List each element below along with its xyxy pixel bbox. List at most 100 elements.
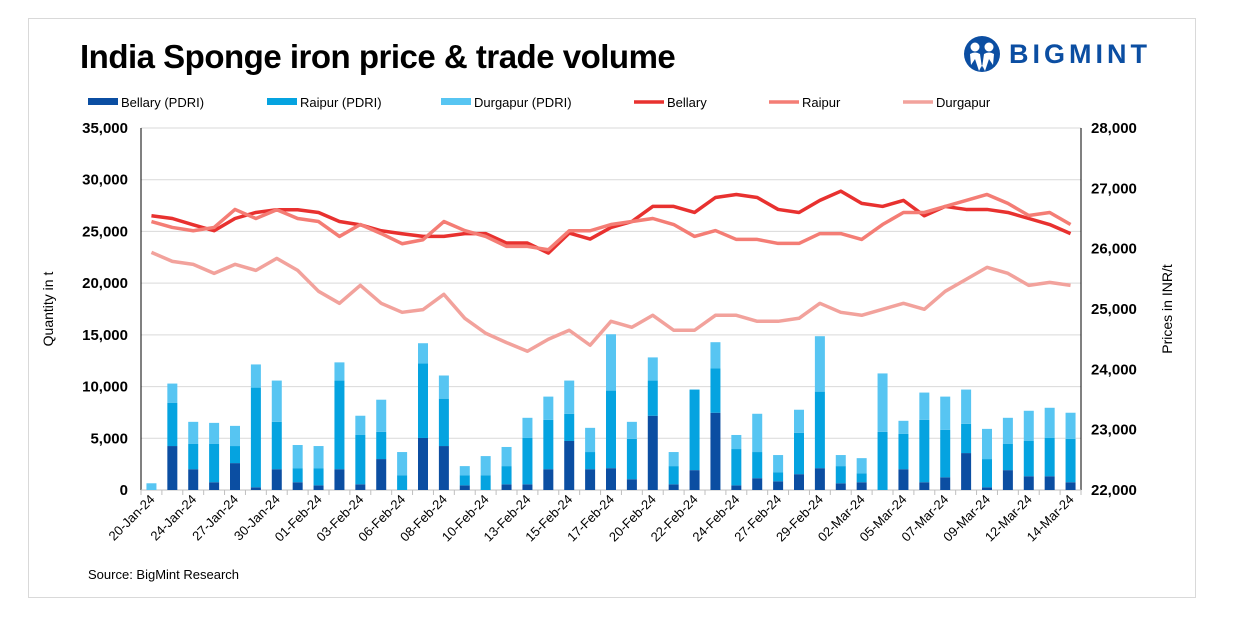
bar-raipur-pdri xyxy=(626,438,637,480)
legend-swatch xyxy=(88,98,118,105)
bar-durgapur-pdri xyxy=(794,409,804,433)
bar-bellary-pdri xyxy=(982,487,992,490)
y-right-axis-title: Prices in INR/t xyxy=(1159,264,1175,354)
bar-bellary-pdri xyxy=(794,474,804,490)
bar-raipur-pdri xyxy=(459,475,470,486)
legend-label: Raipur (PDRI) xyxy=(300,95,382,110)
bar-raipur-pdri xyxy=(647,380,658,416)
bar-raipur-pdri xyxy=(271,421,282,470)
bar-durgapur-pdri xyxy=(1065,412,1076,439)
bar-raipur-pdri xyxy=(731,449,742,486)
bar-durgapur-pdri xyxy=(418,343,428,364)
bar-bellary-pdri xyxy=(1023,476,1034,490)
bar-durgapur-pdri xyxy=(668,452,679,467)
bar-bellary-pdri xyxy=(961,453,972,490)
bar-raipur-pdri xyxy=(1065,438,1076,483)
bar-bellary-pdri xyxy=(585,469,596,490)
bar-raipur-pdri xyxy=(689,389,700,471)
legend-swatch xyxy=(441,98,471,105)
bar-raipur-pdri xyxy=(292,468,303,483)
bar-raipur-pdri xyxy=(794,432,804,475)
bar-raipur-pdri xyxy=(188,443,199,470)
bar-durgapur-pdri xyxy=(731,434,742,450)
bar-bellary-pdri xyxy=(835,483,846,490)
bar-bellary-pdri xyxy=(647,415,658,490)
bar-raipur-pdri xyxy=(585,452,596,470)
bar-durgapur-pdri xyxy=(230,425,240,447)
bar-raipur-pdri xyxy=(355,434,366,485)
bar-raipur-pdri xyxy=(501,466,512,485)
logo-text: BIGMINT xyxy=(1009,38,1151,69)
bar-durgapur-pdri xyxy=(397,452,408,476)
bar-bellary-pdri xyxy=(313,485,324,490)
bar-raipur-pdri xyxy=(877,431,888,490)
bar-bellary-pdri xyxy=(501,484,512,490)
y-left-tick-label: 30,000 xyxy=(82,172,128,189)
bar-bellary-pdri xyxy=(209,482,220,490)
bar-durgapur-pdri xyxy=(146,483,157,490)
bar-durgapur-pdri xyxy=(292,445,303,469)
bar-durgapur-pdri xyxy=(543,396,554,420)
bar-raipur-pdri xyxy=(835,466,846,484)
bar-raipur-pdri xyxy=(856,473,867,483)
bar-durgapur-pdri xyxy=(250,364,261,388)
line-raipur xyxy=(150,192,1072,252)
legend-swatch xyxy=(267,98,297,105)
bar-durgapur-pdri xyxy=(522,417,533,438)
bar-durgapur-pdri xyxy=(313,446,324,469)
bar-raipur-pdri xyxy=(418,363,428,438)
bar-durgapur-pdri xyxy=(626,421,637,439)
bar-raipur-pdri xyxy=(564,413,575,441)
source-note: Source: BigMint Research xyxy=(88,567,240,582)
bar-raipur-pdri xyxy=(710,368,721,413)
bar-durgapur-pdri xyxy=(606,334,616,391)
bar-durgapur-pdri xyxy=(355,415,366,435)
bar-bellary-pdri xyxy=(752,478,763,490)
legend-label: Raipur xyxy=(802,95,841,110)
bar-bellary-pdri xyxy=(188,469,199,490)
bar-raipur-pdri xyxy=(752,452,763,479)
bar-raipur-pdri xyxy=(167,402,178,447)
y-right-tick-label: 28,000 xyxy=(1091,120,1137,137)
bar-bellary-pdri xyxy=(355,484,366,490)
bar-raipur-pdri xyxy=(334,380,345,470)
bar-durgapur-pdri xyxy=(898,420,909,434)
bar-bellary-pdri xyxy=(689,470,700,490)
bar-bellary-pdri xyxy=(668,484,679,490)
bar-durgapur-pdri xyxy=(1002,417,1013,444)
bar-raipur-pdri xyxy=(814,391,825,469)
bar-durgapur-pdri xyxy=(835,455,846,467)
bar-bellary-pdri xyxy=(1044,476,1055,490)
bar-durgapur-pdri xyxy=(564,380,575,414)
chart-title: India Sponge iron price & trade volume xyxy=(80,38,676,75)
y-left-tick-label: 5,000 xyxy=(90,430,128,447)
bar-durgapur-pdri xyxy=(1023,410,1034,441)
bar-raipur-pdri xyxy=(961,423,972,454)
bar-raipur-pdri xyxy=(250,387,261,488)
bar-bellary-pdri xyxy=(543,469,554,490)
bar-bellary-pdri xyxy=(564,440,575,490)
y-left-axis-title: Quantity in t xyxy=(40,272,56,347)
bar-bellary-pdri xyxy=(710,412,721,490)
legend-label: Durgapur xyxy=(936,95,991,110)
chart-frame xyxy=(28,18,1196,598)
bar-durgapur-pdri xyxy=(501,446,512,467)
bar-raipur-pdri xyxy=(480,475,491,490)
bar-raipur-pdri xyxy=(313,468,324,486)
y-left-tick-label: 20,000 xyxy=(82,275,128,292)
bar-durgapur-pdri xyxy=(877,373,888,432)
y-right-tick-label: 26,000 xyxy=(1091,241,1137,258)
bar-bellary-pdri xyxy=(898,469,909,490)
bar-durgapur-pdri xyxy=(647,357,658,381)
y-right-tick-label: 23,000 xyxy=(1091,422,1137,439)
bar-bellary-pdri xyxy=(271,469,282,490)
bar-durgapur-pdri xyxy=(710,342,721,369)
bar-raipur-pdri xyxy=(397,475,408,490)
bar-bellary-pdri xyxy=(606,468,616,490)
bar-durgapur-pdri xyxy=(856,458,867,474)
bar-durgapur-pdri xyxy=(480,456,491,476)
y-right-tick-label: 25,000 xyxy=(1091,301,1137,318)
bar-bellary-pdri xyxy=(376,459,387,490)
bar-durgapur-pdri xyxy=(752,413,763,453)
